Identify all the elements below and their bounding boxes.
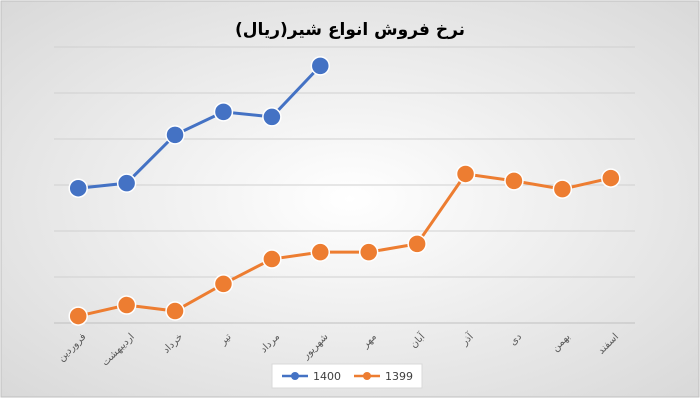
data-point — [310, 242, 331, 262]
legend-label: 1400 — [313, 370, 341, 383]
data-point — [68, 306, 88, 326]
data-point — [68, 178, 88, 198]
data-point — [455, 164, 476, 184]
data-point — [262, 249, 282, 269]
data-point — [116, 173, 137, 193]
legend-marker — [363, 372, 371, 380]
data-point — [310, 56, 331, 76]
legend-label: 1399 — [385, 370, 413, 383]
data-point — [262, 107, 282, 127]
data-point — [601, 168, 621, 188]
data-point — [213, 274, 234, 294]
chart-title: نرخ فروش انواع شیر(ریال) — [235, 20, 465, 40]
data-point — [358, 242, 379, 262]
legend-marker — [291, 372, 299, 380]
data-point — [165, 125, 185, 145]
data-point — [407, 234, 427, 254]
data-point — [504, 171, 524, 191]
data-point — [165, 301, 185, 321]
data-point — [116, 295, 137, 315]
data-point — [213, 102, 234, 122]
data-point — [552, 179, 573, 199]
